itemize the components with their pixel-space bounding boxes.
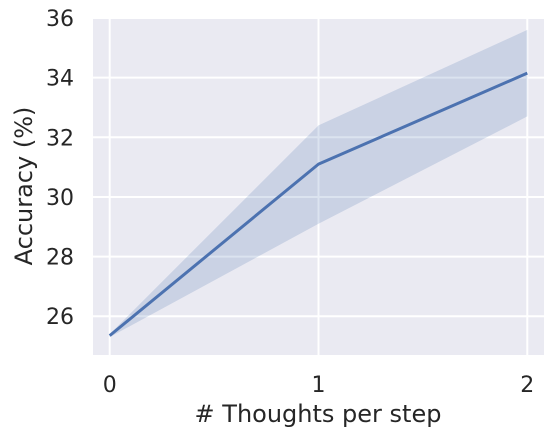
y-tick-label: 28 [46, 246, 74, 271]
y-tick-label: 32 [46, 126, 74, 151]
x-tick-label: 1 [312, 373, 326, 398]
y-tick-label: 34 [46, 67, 74, 92]
x-axis-label: # Thoughts per step [195, 400, 442, 428]
y-tick-label: 26 [46, 305, 74, 330]
y-tick-label: 30 [46, 186, 74, 211]
y-tick-labels: 26 28 30 32 34 36 [46, 7, 74, 330]
y-tick-label: 36 [46, 7, 74, 32]
x-tick-label: 2 [520, 373, 534, 398]
x-tick-label: 0 [103, 373, 117, 398]
series-line [108, 71, 528, 337]
y-axis-label: Accuracy (%) [10, 107, 38, 266]
confidence-band [109, 29, 528, 338]
x-tick-labels: 0 1 2 [103, 373, 535, 398]
